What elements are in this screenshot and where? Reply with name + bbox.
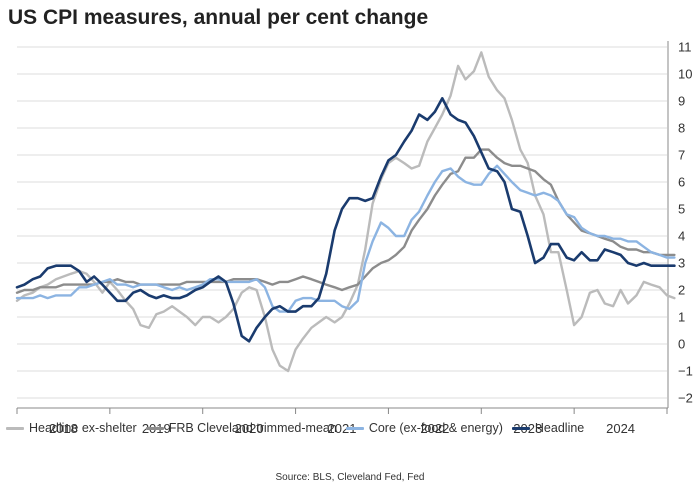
y-tick-label: 4 [678, 229, 685, 244]
y-tick-label: −2 [678, 391, 693, 406]
legend-swatch-ex-shelter [6, 426, 24, 430]
y-tick-label: 8 [678, 121, 685, 136]
chart-title: US CPI measures, annual per cent change [8, 6, 429, 29]
legend-label-core: Core (ex-food & energy) [368, 421, 503, 435]
y-tick-label: 0 [678, 337, 685, 352]
series-line-headline [15, 97, 676, 343]
legend: Headline ex-shelter FRB Cleveland trimme… [6, 421, 593, 435]
x-tick-label: 2020 [235, 421, 264, 436]
legend-swatch-trimmed-mean [145, 426, 164, 430]
y-tick-label: 2 [678, 283, 685, 298]
x-tick-label: 2021 [328, 421, 357, 436]
y-tick-label: 6 [678, 175, 685, 190]
y-tick-label: 10 [678, 67, 692, 82]
x-tick-label: 2024 [606, 421, 635, 436]
series-line-ex-shelter [15, 51, 676, 373]
source-note: Source: BLS, Cleveland Fed, Fed [275, 472, 425, 483]
axes [17, 41, 669, 409]
x-axis-ticks: 2018201920202021202220232024 [16, 408, 668, 436]
legend-label-headline: Headline [534, 421, 585, 435]
legend-item-headline: Headline [511, 421, 585, 435]
x-tick-label: 2018 [49, 421, 78, 436]
y-axis-ticks: −2 −1 0 1 2 3 4 5 6 7 8 9 10 11 [678, 40, 693, 406]
gridlines [17, 46, 667, 399]
series-lines [15, 51, 676, 373]
x-tick-label: 2022 [420, 421, 449, 436]
y-tick-label: 9 [678, 94, 685, 109]
legend-swatch-headline [511, 426, 530, 430]
legend-label-ex-shelter: Headline ex-shelter [29, 421, 137, 435]
y-tick-label: 5 [678, 202, 685, 217]
legend-item-ex-shelter: Headline ex-shelter [6, 421, 137, 435]
legend-swatch-core [345, 426, 364, 430]
legend-item-trimmed-mean: FRB Cleveland trimmed-mean [145, 421, 337, 435]
series-line-core [15, 164, 676, 313]
y-tick-label: 1 [678, 310, 685, 325]
legend-item-core: Core (ex-food & energy) [345, 421, 503, 435]
y-tick-label: 11 [678, 40, 692, 55]
legend-label-trimmed-mean: FRB Cleveland trimmed-mean [168, 421, 337, 435]
y-tick-label: 7 [678, 148, 685, 163]
y-tick-label: 3 [678, 256, 685, 271]
y-tick-label: −1 [678, 364, 693, 379]
